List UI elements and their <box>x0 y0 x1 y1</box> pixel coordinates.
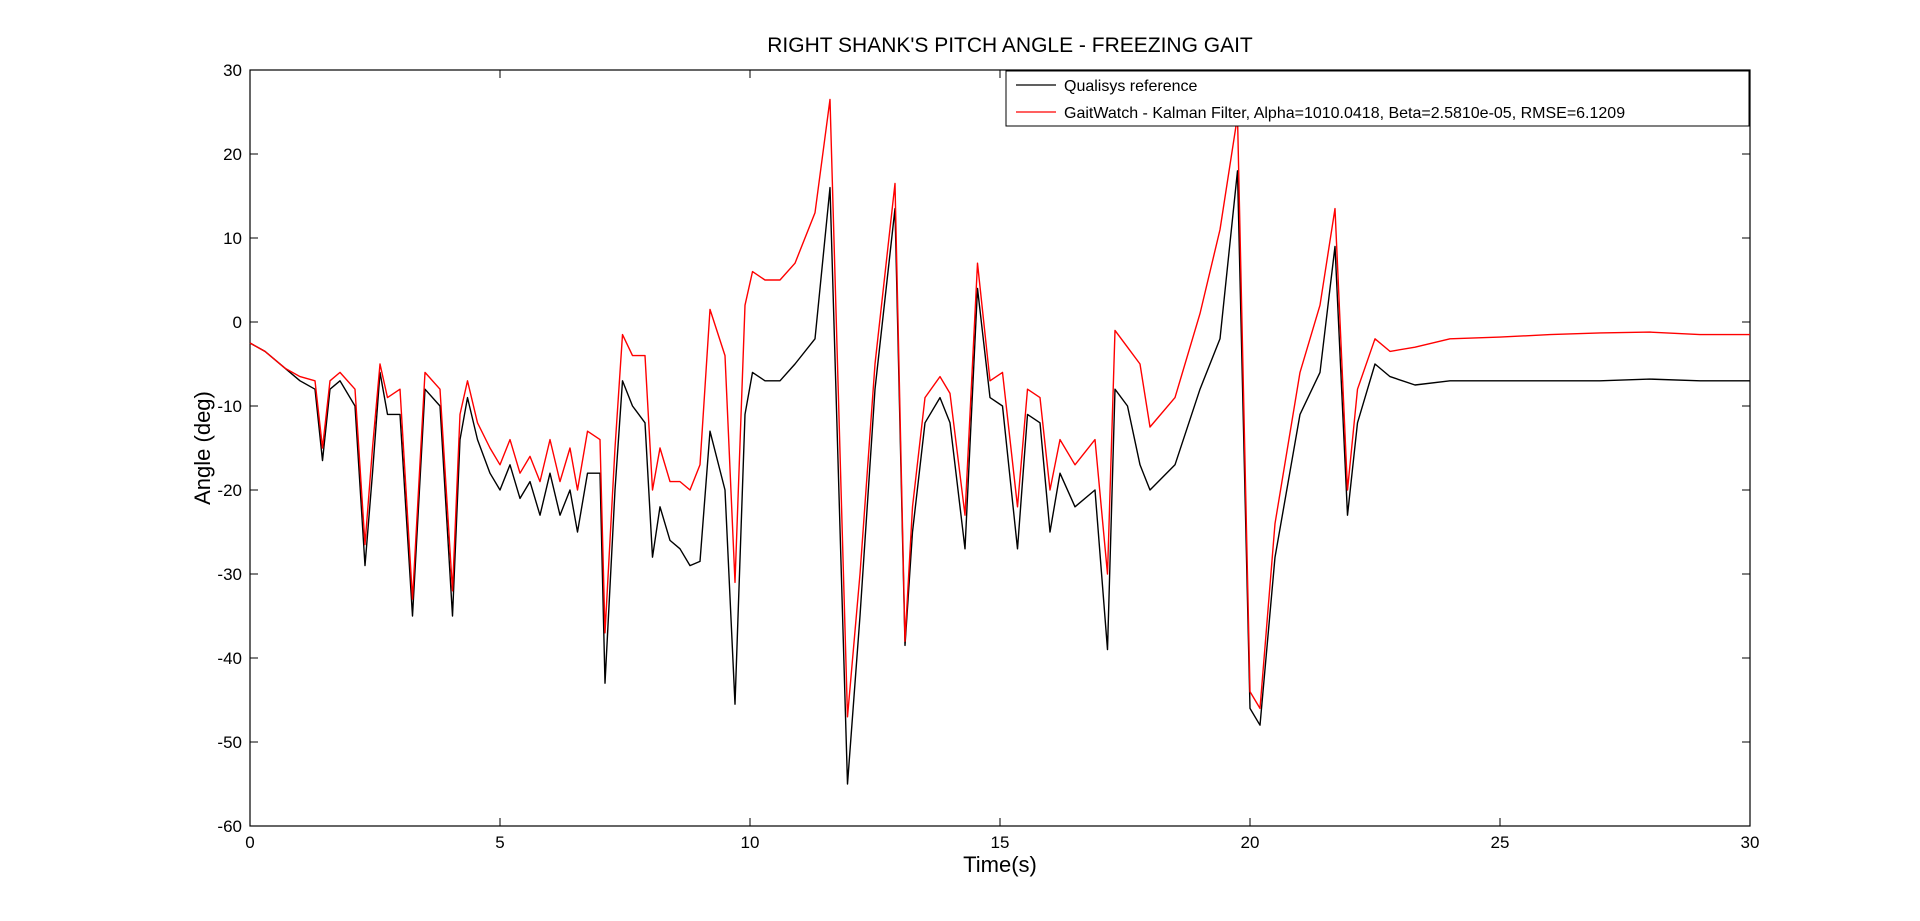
y-tick-label: 10 <box>223 229 242 248</box>
series-layer <box>249 98 1750 785</box>
x-tick-label: 0 <box>245 833 254 852</box>
plot-area <box>249 69 1751 827</box>
y-tick-label: 30 <box>223 61 242 80</box>
x-tick-label: 15 <box>991 833 1010 852</box>
series-line-gaitwatch <box>249 98 1750 718</box>
x-axis-label: Time(s) <box>963 852 1037 877</box>
x-tick-label: 25 <box>1491 833 1510 852</box>
legend-label-gaitwatch: GaitWatch - Kalman Filter, Alpha=1010.04… <box>1064 105 1625 122</box>
y-tick-label: 0 <box>233 313 242 332</box>
y-tick-label: -50 <box>217 733 242 752</box>
y-tick-label: -30 <box>217 565 242 584</box>
chart-title: RIGHT SHANK'S PITCH ANGLE - FREEZING GAI… <box>767 34 1253 57</box>
series-line-qualisys <box>249 170 1750 785</box>
legend-box <box>1005 70 1750 127</box>
x-axis-ticks: 0 5 10 15 20 25 30 <box>245 70 1759 852</box>
legend: Qualisys reference GaitWatch - Kalman Fi… <box>1005 70 1750 127</box>
legend-label-qualisys: Qualisys reference <box>1064 78 1197 95</box>
y-tick-label: -10 <box>217 397 242 416</box>
x-tick-label: 20 <box>1241 833 1260 852</box>
y-tick-label: -20 <box>217 481 242 500</box>
y-tick-label: 20 <box>223 145 242 164</box>
y-tick-label: -60 <box>217 817 242 836</box>
y-axis-ticks: 30 20 10 0 -10 -20 -30 -40 -50 -60 <box>217 61 1750 836</box>
x-tick-label: 30 <box>1741 833 1760 852</box>
y-tick-label: -40 <box>217 649 242 668</box>
x-tick-label: 5 <box>495 833 504 852</box>
y-axis-label: Angle (deg) <box>190 391 215 505</box>
x-tick-label: 10 <box>741 833 760 852</box>
